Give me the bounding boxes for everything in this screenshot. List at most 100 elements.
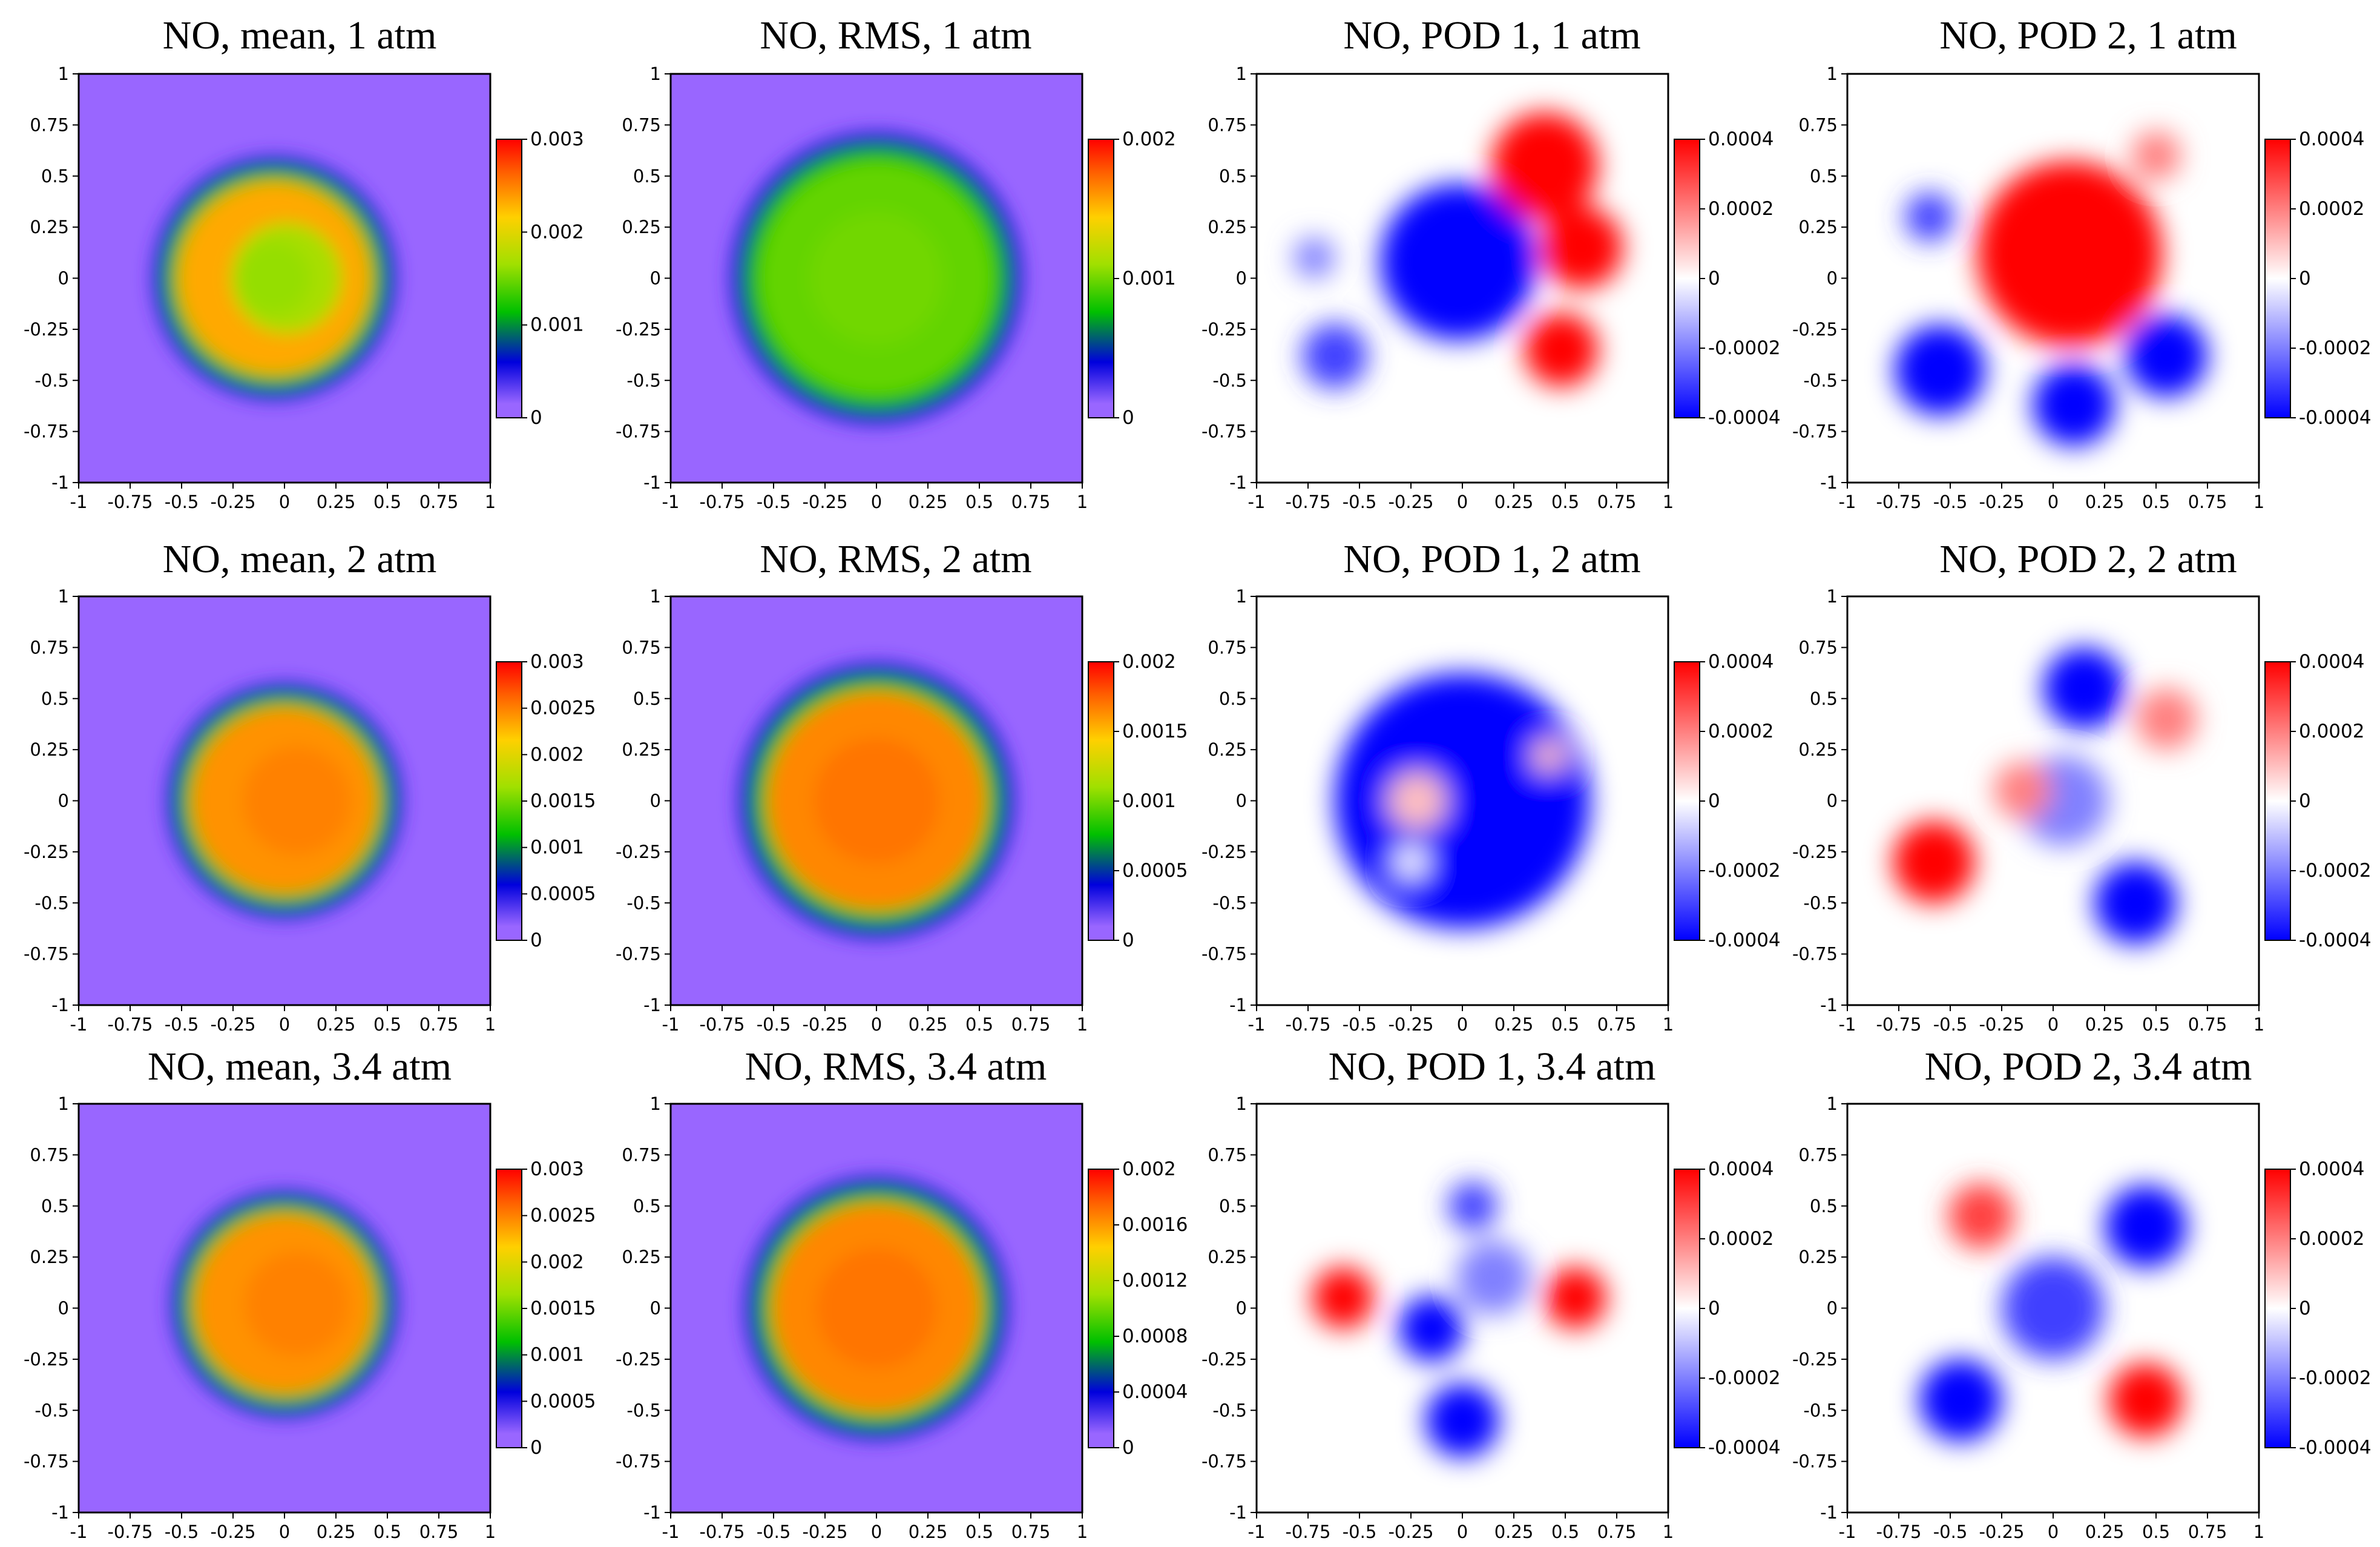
x-tick-label: 1: [2253, 492, 2264, 512]
colorbar-tick-label: 0: [530, 407, 542, 429]
colorbar-tick-label: 0.003: [530, 651, 584, 673]
colorbar-tick-label: 0.0004: [1122, 1381, 1188, 1403]
colorbar-tick-label: 0.0005: [530, 883, 596, 905]
x-tick-label: 0.25: [909, 1522, 948, 1542]
x-tick-label: 0: [871, 1522, 882, 1542]
x-tick-label: 0: [1457, 1522, 1468, 1542]
pod-blob: [1532, 739, 1565, 773]
pod-blob: [1335, 673, 1590, 929]
y-tick-label: 0.25: [30, 217, 69, 237]
x-tick-label: 0: [871, 492, 882, 512]
colorbar-tick-label: 0.0004: [1708, 651, 1773, 673]
y-tick-label: -0.5: [626, 370, 661, 391]
pod-blob: [2002, 1256, 2105, 1360]
x-tick-label: -0.75: [699, 492, 745, 512]
y-tick-label: -0.5: [1212, 1400, 1247, 1420]
x-tick-label: -0.5: [757, 1522, 791, 1542]
x-tick-label: 0.5: [1551, 1522, 1579, 1542]
pod-blob: [2105, 1185, 2187, 1268]
y-tick-label: 0.75: [1798, 1144, 1838, 1165]
heatmap-area: [79, 74, 490, 483]
colorbar-tick-label: 0.001: [1122, 790, 1176, 812]
y-tick-label: 0.25: [1208, 217, 1247, 237]
pod-blob: [1948, 1183, 2014, 1250]
y-tick-label: 0.25: [1798, 739, 1838, 760]
x-tick-label: 0.25: [2085, 1014, 2125, 1035]
y-tick-label: -0.25: [1202, 319, 1247, 340]
x-tick-label: 0.5: [2142, 1014, 2170, 1035]
heatmap-area: [1257, 74, 1668, 483]
colorbar-frame: [1088, 1169, 1114, 1448]
y-tick-label: 0.5: [1810, 166, 1838, 186]
x-tick-label: -0.5: [1343, 492, 1377, 512]
x-tick-label: -1: [1248, 1014, 1266, 1035]
colorbar-gradient: [496, 662, 522, 940]
panel-title: NO, mean, 1 atm: [163, 13, 437, 58]
colorbar-gradient: [496, 139, 522, 418]
x-tick-label: -0.5: [165, 1522, 199, 1542]
y-tick-label: 1: [1827, 586, 1838, 607]
x-tick-label: 0.75: [419, 1522, 459, 1542]
pod-blob: [1312, 1267, 1374, 1329]
pod-blob: [1448, 1181, 1497, 1231]
y-tick-label: -0.75: [24, 1451, 69, 1472]
colorbar-tick-label: 0: [2299, 1298, 2311, 1319]
panel-10: NO, RMS, 3.4 atm -1 -0.75 -0.5 -0.25 0 0.25 0.5…: [616, 1044, 1188, 1542]
x-tick-label: 0.25: [2085, 1522, 2125, 1542]
x-tick-label: -0.5: [1933, 1014, 1968, 1035]
x-tick-label: 0.75: [2188, 1014, 2227, 1035]
colorbar-tick-label: 0.0012: [1122, 1270, 1188, 1291]
y-tick-label: -0.25: [24, 1349, 69, 1370]
colorbar-tick-label: 0.0002: [1708, 721, 1773, 742]
colorbar-gradient: [496, 1169, 522, 1448]
pod-blob: [1919, 1359, 2002, 1442]
panel-5: NO, mean, 2 atm -1 -0.75 -0.5 -0.25 0 0.25 0.5 0…: [24, 537, 596, 1035]
panel-title: NO, POD 1, 2 atm: [1343, 537, 1640, 581]
x-tick-label: -1: [662, 1522, 680, 1542]
y-tick-label: -0.25: [616, 319, 661, 340]
x-tick-label: -0.25: [210, 1014, 255, 1035]
colorbar-tick-label: 0.0016: [1122, 1214, 1188, 1236]
x-tick-label: -0.75: [1285, 492, 1330, 512]
x-tick-label: 0: [2048, 1014, 2059, 1035]
x-tick-label: 0.25: [317, 1522, 356, 1542]
x-tick-label: 1: [1077, 1522, 1088, 1542]
colorbar-tick-label: 0: [1708, 1298, 1720, 1319]
x-tick-label: -1: [1839, 1014, 1856, 1035]
x-tick-label: 0: [2048, 492, 2059, 512]
y-tick-label: 0.25: [622, 739, 661, 760]
x-tick-label: 0.5: [1551, 492, 1579, 512]
colorbar-tick-label: 0.0015: [530, 1298, 596, 1319]
colorbar: 0.0004 0.0002 0 -0.0002 -0.0004: [1674, 651, 1781, 951]
x-tick-label: 1: [485, 492, 496, 512]
colorbar-tick-label: 0.0004: [2299, 1158, 2364, 1180]
y-tick-label: -1: [643, 1502, 661, 1523]
heatmap-core: [243, 747, 351, 855]
y-tick-label: 0.25: [622, 217, 661, 237]
y-tick-label: 0.25: [30, 739, 69, 760]
colorbar: 0.003 0.002 0.001 0: [496, 128, 584, 429]
pod-blob: [1425, 1383, 1500, 1458]
x-tick-label: 1: [1663, 492, 1674, 512]
panel-4: NO, POD 2, 1 atm -1 -0.75 -0.5 -0.25 0 0.25 0.5…: [1792, 13, 2372, 512]
y-tick-label: -0.5: [35, 1400, 69, 1420]
y-tick-label: -0.5: [1803, 892, 1838, 913]
colorbar-tick-label: 0.001: [530, 1344, 584, 1366]
panel-11: NO, POD 1, 3.4 atm -1 -0.75 -0.5 -0.25 0 0.25 0…: [1202, 1044, 1781, 1542]
pod-blob: [1540, 206, 1623, 289]
x-tick-label: -0.5: [757, 1014, 791, 1035]
y-tick-label: 0: [1236, 1298, 1247, 1319]
pod-blob: [1993, 762, 2051, 820]
x-tick-label: 0.25: [1494, 1014, 1534, 1035]
colorbar-frame: [496, 139, 522, 418]
y-tick-label: -0.25: [1792, 842, 1838, 862]
colorbar-tick-label: 0.0025: [530, 1205, 596, 1227]
x-tick-label: -1: [1248, 492, 1266, 512]
colorbar-tick-label: -0.0002: [1708, 337, 1781, 359]
y-tick-label: 0: [1236, 268, 1247, 289]
colorbar-tick-label: 0: [530, 929, 542, 951]
y-tick-label: -0.5: [35, 892, 69, 913]
y-tick-label: 0.75: [30, 114, 69, 135]
heatmap-core: [245, 1252, 349, 1356]
x-tick-label: 0.5: [965, 1522, 993, 1542]
